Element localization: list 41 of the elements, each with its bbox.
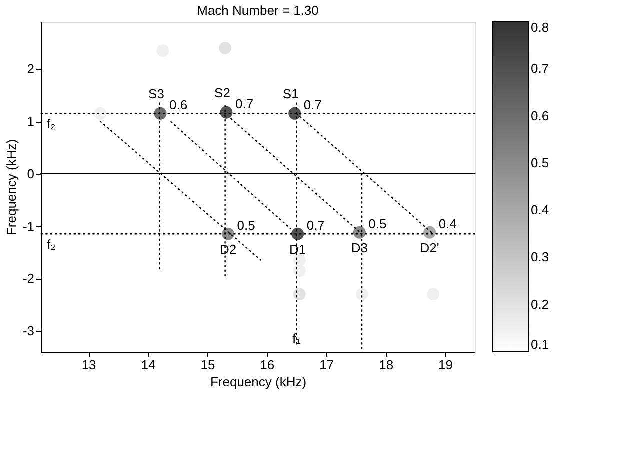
x-tick-label: 17 — [320, 358, 334, 372]
x-tick-label: 15 — [200, 358, 216, 372]
y-axis-title: Frequency (kHz) — [4, 139, 19, 236]
annotation: 0.6 — [170, 98, 188, 113]
x-tick-label: 13 — [82, 358, 96, 372]
annotation: S1 — [282, 86, 299, 102]
annotation: D2' — [420, 240, 440, 256]
color-bar-label: 0.8 — [531, 20, 550, 35]
y-tick-label: -3 — [22, 324, 34, 339]
annotation: S2 — [214, 86, 230, 101]
x-axis-title: Frequency (kHz) — [210, 374, 307, 390]
color-bar-label: 0.4 — [531, 202, 550, 218]
annotation: 0.7 — [304, 98, 322, 113]
x-tick-label: 18 — [379, 358, 394, 372]
y-tick-label: 1 — [27, 114, 34, 130]
annotation: D1 — [290, 242, 306, 258]
annotation: 0.5 — [368, 216, 387, 232]
y-tick-label: -1 — [22, 218, 34, 234]
annotation: 0.4 — [438, 216, 457, 232]
color-bar-label: 0.2 — [531, 296, 550, 312]
chart-title: Mach Number = 1.30 — [197, 3, 319, 18]
x-tick-label: 16 — [260, 358, 275, 372]
annotation: 0.7 — [306, 218, 325, 234]
y-tick-label: 0 — [27, 166, 34, 182]
color-bar-label: 0.7 — [531, 61, 550, 76]
annotation: S3 — [148, 86, 164, 102]
y-tick-label: 2 — [27, 62, 34, 77]
x-tick-label: 19 — [438, 358, 454, 372]
ref-line-label: f₂ — [47, 237, 56, 252]
annotation: 0.5 — [237, 218, 256, 234]
annotation: D3 — [351, 240, 368, 256]
x-tick-label: 14 — [141, 358, 156, 372]
series-label: f₁ — [292, 330, 302, 346]
color-bar-label: 0.3 — [531, 250, 550, 265]
ref-line-label: f₂ — [47, 116, 56, 132]
y-tick-label: -2 — [22, 271, 34, 286]
color-bar-label: 0.5 — [531, 155, 550, 170]
color-bar-label: 0.6 — [531, 108, 550, 124]
color-bar-label: 0.1 — [531, 337, 550, 352]
annotation: 0.7 — [235, 96, 254, 112]
annotation: D2 — [220, 242, 237, 258]
